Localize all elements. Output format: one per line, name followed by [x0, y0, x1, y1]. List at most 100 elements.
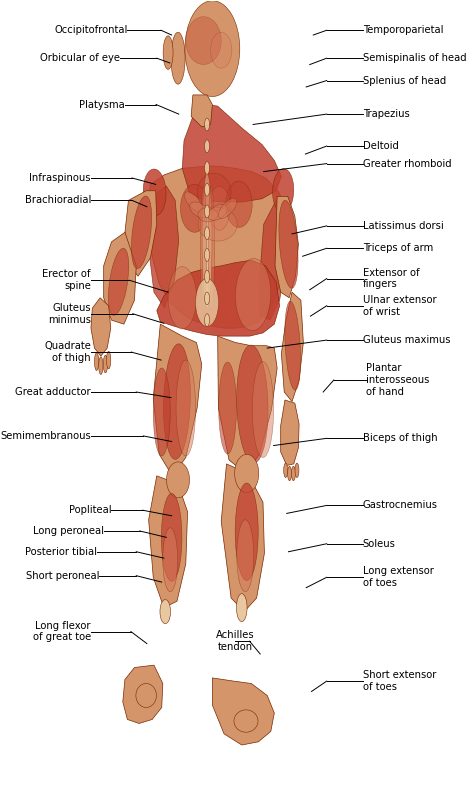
Polygon shape — [281, 292, 303, 402]
Ellipse shape — [237, 345, 268, 463]
Ellipse shape — [205, 118, 210, 131]
Ellipse shape — [205, 162, 210, 174]
Ellipse shape — [295, 463, 299, 478]
Polygon shape — [149, 186, 179, 308]
Text: Platysma: Platysma — [79, 99, 125, 110]
Text: Long extensor
of toes: Long extensor of toes — [363, 566, 434, 588]
Ellipse shape — [131, 196, 151, 269]
Text: Gluteus
minimus: Gluteus minimus — [48, 303, 91, 325]
Text: Greater rhomboid: Greater rhomboid — [363, 158, 452, 169]
Ellipse shape — [202, 172, 212, 308]
Text: Temporoparietal: Temporoparietal — [363, 26, 443, 35]
Ellipse shape — [200, 186, 207, 310]
Text: Gastrocnemius: Gastrocnemius — [363, 501, 438, 510]
Polygon shape — [191, 95, 212, 127]
Polygon shape — [218, 336, 277, 474]
Ellipse shape — [196, 278, 219, 326]
Ellipse shape — [171, 32, 185, 84]
Polygon shape — [149, 476, 188, 608]
Ellipse shape — [235, 483, 258, 581]
Text: Posterior tibial: Posterior tibial — [25, 546, 97, 557]
Text: Brachioradial: Brachioradial — [25, 195, 91, 206]
Ellipse shape — [153, 368, 170, 456]
Ellipse shape — [163, 36, 173, 70]
Text: Plantar
interosseous
of hand: Plantar interosseous of hand — [366, 363, 430, 397]
Ellipse shape — [288, 466, 292, 481]
Ellipse shape — [219, 198, 237, 218]
Text: Long flexor
of great toe: Long flexor of great toe — [33, 621, 91, 642]
Text: Gluteus maximus: Gluteus maximus — [363, 335, 450, 345]
Text: Orbicular of eye: Orbicular of eye — [41, 53, 120, 63]
Text: Triceps of arm: Triceps of arm — [363, 243, 433, 254]
Polygon shape — [281, 400, 299, 466]
Polygon shape — [157, 260, 280, 336]
Text: Latissimus dorsi: Latissimus dorsi — [363, 221, 444, 231]
Text: Extensor of
fingers: Extensor of fingers — [363, 268, 419, 290]
Ellipse shape — [107, 351, 111, 369]
Ellipse shape — [176, 360, 196, 456]
Text: Trapezius: Trapezius — [363, 109, 410, 119]
Ellipse shape — [161, 494, 182, 582]
Text: Achilles
tendon: Achilles tendon — [216, 630, 255, 652]
Text: Splenius of head: Splenius of head — [363, 75, 446, 86]
Text: Biceps of thigh: Biceps of thigh — [363, 434, 438, 443]
Text: Ulnar extensor
of wrist: Ulnar extensor of wrist — [363, 295, 437, 317]
Polygon shape — [148, 166, 288, 328]
Ellipse shape — [253, 362, 274, 458]
Text: Semimembranous: Semimembranous — [0, 431, 91, 441]
Text: Occipitofrontal: Occipitofrontal — [54, 26, 127, 35]
Text: Long peroneal: Long peroneal — [33, 526, 103, 536]
Ellipse shape — [209, 186, 230, 230]
Ellipse shape — [197, 173, 231, 211]
Ellipse shape — [237, 520, 254, 592]
Ellipse shape — [211, 32, 232, 68]
Ellipse shape — [136, 683, 157, 707]
Ellipse shape — [99, 357, 103, 374]
Text: Infraspinous: Infraspinous — [29, 173, 91, 183]
Ellipse shape — [95, 353, 99, 370]
Ellipse shape — [285, 302, 301, 390]
Text: Deltoid: Deltoid — [363, 141, 399, 151]
Polygon shape — [103, 232, 136, 324]
Ellipse shape — [160, 600, 171, 624]
Text: Quadrate
of thigh: Quadrate of thigh — [44, 342, 91, 363]
Ellipse shape — [292, 466, 295, 481]
Ellipse shape — [235, 258, 271, 330]
Ellipse shape — [180, 184, 209, 232]
Ellipse shape — [279, 200, 298, 288]
Ellipse shape — [205, 314, 210, 326]
Ellipse shape — [168, 266, 197, 329]
Text: Short extensor
of toes: Short extensor of toes — [363, 670, 436, 692]
Ellipse shape — [205, 140, 210, 153]
Ellipse shape — [205, 183, 210, 196]
Polygon shape — [212, 678, 274, 745]
Ellipse shape — [205, 292, 210, 305]
Polygon shape — [153, 324, 202, 476]
Ellipse shape — [205, 270, 210, 283]
Ellipse shape — [205, 249, 210, 262]
Ellipse shape — [108, 248, 129, 315]
Polygon shape — [182, 105, 281, 202]
Ellipse shape — [284, 463, 288, 478]
Polygon shape — [260, 200, 287, 320]
Polygon shape — [125, 190, 157, 276]
Ellipse shape — [219, 362, 236, 454]
Ellipse shape — [205, 205, 210, 218]
Ellipse shape — [163, 528, 178, 592]
Ellipse shape — [226, 181, 252, 227]
Polygon shape — [123, 665, 163, 723]
Ellipse shape — [185, 192, 203, 212]
Text: Popliteal: Popliteal — [69, 506, 111, 515]
Ellipse shape — [190, 202, 209, 218]
Ellipse shape — [208, 186, 214, 310]
Ellipse shape — [236, 594, 247, 622]
Ellipse shape — [198, 207, 237, 241]
Ellipse shape — [103, 355, 108, 373]
Ellipse shape — [164, 344, 191, 459]
Ellipse shape — [234, 710, 258, 732]
Ellipse shape — [208, 204, 227, 220]
Ellipse shape — [273, 169, 294, 213]
Text: Semispinalis of head: Semispinalis of head — [363, 53, 466, 63]
Ellipse shape — [186, 17, 221, 65]
Text: Short peroneal: Short peroneal — [26, 570, 99, 581]
